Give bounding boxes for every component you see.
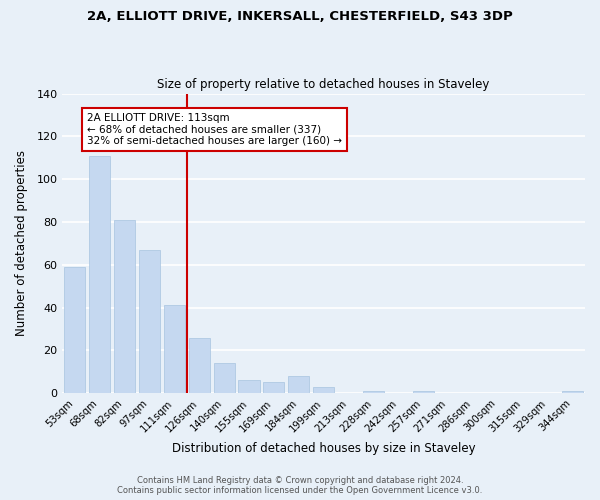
Bar [263, 382, 284, 393]
Text: 2A ELLIOTT DRIVE: 113sqm
← 68% of detached houses are smaller (337)
32% of semi-: 2A ELLIOTT DRIVE: 113sqm ← 68% of detach… [87, 113, 342, 146]
Bar [288, 376, 310, 393]
Bar [139, 250, 160, 393]
Bar [313, 387, 334, 393]
Text: 2A, ELLIOTT DRIVE, INKERSALL, CHESTERFIELD, S43 3DP: 2A, ELLIOTT DRIVE, INKERSALL, CHESTERFIE… [87, 10, 513, 23]
Y-axis label: Number of detached properties: Number of detached properties [15, 150, 28, 336]
Text: Contains HM Land Registry data © Crown copyright and database right 2024.
Contai: Contains HM Land Registry data © Crown c… [118, 476, 482, 495]
Bar [164, 306, 185, 393]
Bar [413, 391, 434, 393]
Bar [214, 363, 235, 393]
X-axis label: Distribution of detached houses by size in Staveley: Distribution of detached houses by size … [172, 442, 475, 455]
Bar [238, 380, 260, 393]
Bar [562, 391, 583, 393]
Title: Size of property relative to detached houses in Staveley: Size of property relative to detached ho… [157, 78, 490, 91]
Bar [114, 220, 135, 393]
Bar [188, 338, 210, 393]
Bar [64, 267, 85, 393]
Bar [363, 391, 384, 393]
Bar [89, 156, 110, 393]
